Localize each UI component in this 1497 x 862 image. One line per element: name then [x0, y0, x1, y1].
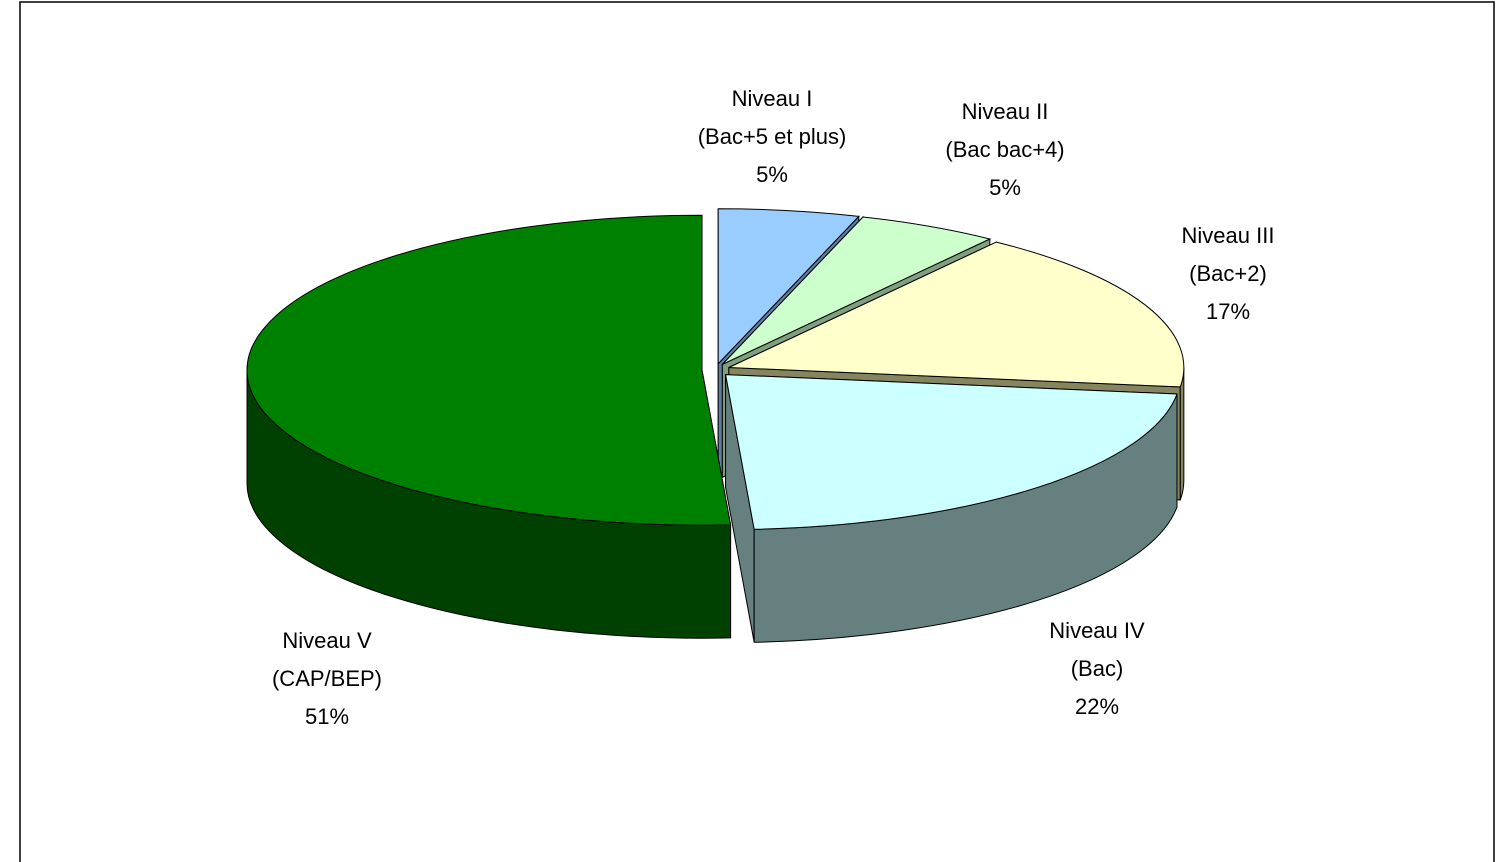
slice-label: Niveau V [282, 628, 372, 653]
value-label: 17% [1206, 299, 1250, 324]
slice-label: Niveau II [962, 99, 1049, 124]
slice-label: (CAP/BEP) [272, 666, 382, 691]
value-label: 51% [305, 704, 349, 729]
value-label: 22% [1075, 694, 1119, 719]
value-label: 5% [756, 162, 788, 187]
value-label: 5% [989, 175, 1021, 200]
slice [724, 374, 1178, 530]
slice-label: (Bac+2) [1189, 261, 1267, 286]
slice [246, 214, 732, 526]
slice [728, 241, 1185, 388]
slice-label: (Bac bac+4) [945, 137, 1064, 162]
slice [721, 216, 992, 365]
slice-label: (Bac+5 et plus) [698, 124, 847, 149]
slice-label: Niveau I [732, 86, 813, 111]
slice-label: Niveau IV [1049, 618, 1145, 643]
slice-label: (Bac) [1071, 656, 1124, 681]
slice [717, 208, 860, 366]
slice-label: Niveau III [1182, 223, 1275, 248]
slice-outer-side [1179, 367, 1185, 501]
